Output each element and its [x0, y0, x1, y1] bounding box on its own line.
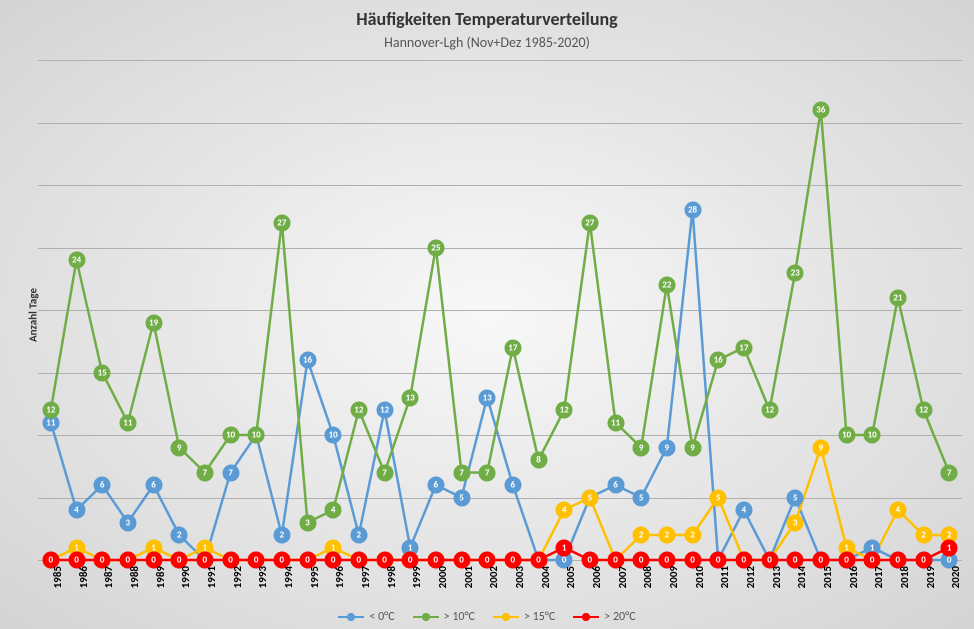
legend-swatch	[338, 616, 364, 619]
x-tick-label: 2013	[770, 566, 783, 588]
chart-title: Häufigkeiten Temperaturverteilung	[0, 8, 974, 30]
legend-label: > 10°C	[444, 610, 475, 624]
x-tick-label: 1986	[77, 566, 90, 588]
x-tick-label: 2017	[872, 566, 885, 588]
x-tick-label: 2002	[487, 566, 500, 588]
x-tick-label: 1987	[102, 566, 115, 588]
x-tick-label: 2014	[795, 566, 808, 588]
legend-item: > 10°C	[413, 610, 475, 624]
x-tick-label: 2012	[744, 566, 757, 588]
legend: < 0°C > 10°C > 15°C > 20°C	[0, 610, 974, 624]
x-tick-label: 2008	[641, 566, 654, 588]
legend-swatch	[573, 616, 599, 619]
x-tick-label: 2000	[436, 566, 449, 588]
x-tick-label: 2020	[949, 566, 962, 588]
legend-swatch	[493, 616, 519, 619]
x-tick-label: 2010	[693, 566, 706, 588]
x-tick-label: 2009	[667, 566, 680, 588]
x-tick-label: 2001	[462, 566, 475, 588]
x-tick-label: 2018	[898, 566, 911, 588]
x-tick-label: 1988	[128, 566, 141, 588]
x-tick-label: 1996	[333, 566, 346, 588]
legend-label: < 0°C	[369, 610, 394, 624]
legend-label: > 15°C	[524, 610, 555, 624]
plot-area: 1146362071021610212165136005659280405001…	[38, 60, 962, 560]
legend-item: > 15°C	[493, 610, 555, 624]
x-tick-label: 1995	[308, 566, 321, 588]
x-tick-label: 2015	[821, 566, 834, 588]
legend-item: > 20°C	[573, 610, 635, 624]
x-tick-label: 2011	[718, 566, 731, 588]
x-tick-label: 2006	[590, 566, 603, 588]
xticks-layer: 1985198619871988198919901991199219931994…	[38, 60, 962, 560]
x-tick-label: 1997	[359, 566, 372, 588]
x-tick-label: 2005	[564, 566, 577, 588]
x-tick-label: 2007	[616, 566, 629, 588]
x-tick-label: 1991	[205, 566, 218, 588]
x-tick-label: 1992	[231, 566, 244, 588]
x-tick-label: 2016	[847, 566, 860, 588]
x-tick-label: 1998	[385, 566, 398, 588]
chart-subtitle: Hannover-Lgh (Nov+Dez 1985-2020)	[0, 34, 974, 51]
legend-swatch	[413, 616, 439, 619]
x-tick-label: 1999	[410, 566, 423, 588]
x-tick-label: 1990	[179, 566, 192, 588]
x-tick-label: 2004	[539, 566, 552, 588]
x-tick-label: 1985	[51, 566, 64, 588]
x-tick-label: 2003	[513, 566, 526, 588]
legend-label: > 20°C	[604, 610, 635, 624]
x-tick-label: 2019	[924, 566, 937, 588]
legend-item: < 0°C	[338, 610, 394, 624]
x-tick-label: 1994	[282, 566, 295, 588]
x-tick-label: 1993	[256, 566, 269, 588]
x-tick-label: 1989	[154, 566, 167, 588]
